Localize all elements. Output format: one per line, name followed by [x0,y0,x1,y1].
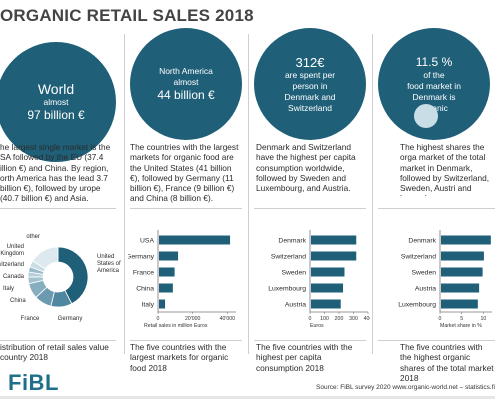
bar [159,251,179,261]
bar [159,283,173,293]
north-america-circle: North America almost 44 billion € [130,28,242,140]
bar-category-label: Denmark [408,238,436,245]
bar-category-label: France [133,270,154,277]
circle-line3: Denmark and Switzerland [284,91,336,113]
x-tick-label: 0 [309,316,312,322]
x-tick-label: 5 [460,316,463,322]
x-tick-label: 200 [335,316,344,322]
pie-label: United States of America [97,254,121,274]
divider [254,208,366,209]
bar [159,267,175,277]
x-tick-label: 0 [157,316,160,322]
panel-description: Denmark and Switzerland have the highest… [256,142,356,194]
panel-description: The highest shares the orga market of th… [400,142,490,196]
x-tick-label: 100 [320,316,329,322]
bar-category-label: Denmark [278,238,306,245]
bar [441,283,480,293]
bar-category-label: USA [140,238,154,245]
panel-note: The five countries with the largest mark… [130,342,229,373]
circle-line2: are spent per person in [284,69,336,91]
divider [254,340,366,341]
divider [378,208,495,209]
circle-line1: World [37,81,75,97]
circle-line1: 312€ [295,54,325,70]
bar-category-label: Sweden [411,270,436,277]
bar-category-label: Sweden [281,270,306,277]
bar-category-label: Austria [285,302,306,309]
bar [441,267,483,277]
x-tick-label: 0 [439,316,442,322]
divider [130,208,242,209]
bar [311,299,341,309]
x-axis-label: Retail sales in million Euros [144,323,208,329]
panel-description: The countries with the largest markets f… [130,142,239,204]
bar-chart-largest-markets: USA Germany France China Italy 0 20'000 40'000 R… [128,230,236,329]
panel-description: he largest single market is the SA follo… [0,142,111,204]
divider [130,340,242,341]
bar [159,299,166,309]
bar-category-label: Italy [142,302,155,309]
bar [311,251,357,261]
x-tick-label: 10 [480,316,486,322]
bar [441,251,484,261]
pie-label: Switzerland [0,262,24,268]
bar-category-label: Germany [128,254,155,261]
bar [159,235,231,245]
pie-label: Italy [3,286,14,292]
pie-label: United Kingdom [0,244,24,257]
source-text: Source: FiBL survey 2020 www.organic-wor… [316,384,495,391]
bar [441,299,478,309]
bar-chart-per-capita: Denmark Switzerland Sweden Luxembourg Austri… [268,230,370,329]
bar [311,267,345,277]
x-tick-label: 40'000 [220,316,236,322]
page-title: ORGANIC RETAIL SALES 2018 [0,6,254,25]
circle-line2: almost [173,76,199,87]
footer-rule [0,396,495,399]
circle-line1: 11.5 % [415,54,453,69]
fibl-logo: FiBL [8,370,59,395]
circle-line2: of the [423,69,445,80]
circle-line1: North America [159,65,213,76]
bar [441,235,491,245]
column-divider [124,34,125,354]
share-dot-icon [414,104,438,128]
world-circle: World almost 97 billion € [0,42,116,162]
x-tick-label: 20'000 [185,316,201,322]
x-axis-label: Euros [310,323,324,329]
bar-category-label: Switzerland [401,254,436,261]
circle-line2: almost [43,97,69,107]
bar [311,283,344,293]
bar-category-label: Austria [415,286,436,293]
pie-label: China [10,298,26,304]
divider [378,340,495,341]
circle-line3: 44 billion € [157,87,215,102]
pie-slice [57,246,89,305]
bar-category-label: Luxembourg [268,286,306,293]
pie-label: other [26,234,40,240]
column-divider [248,34,249,354]
bar [311,235,357,245]
circle-line3: 97 billion € [27,108,85,122]
bar-chart-market-share: Denmark Switzerland Sweden Austria Luxembour… [398,230,492,329]
x-tick-label: 300 [349,316,358,322]
divider [0,340,116,341]
pie-label: Canada [3,274,25,280]
x-axis-label: Market share in % [440,323,482,329]
per-capita-circle: 312€ are spent per person in Denmark and… [254,28,366,140]
bar-category-label: Luxembourg [398,302,436,309]
panel-note: The five countries with the highest orga… [400,342,494,383]
divider [0,208,116,209]
panel-note: The five countries with the highest per … [256,342,353,373]
bar-category-label: China [136,286,154,293]
bar-category-label: Switzerland [271,254,306,261]
pie-slice [32,246,59,270]
panel-note: istribution of retail sales value countr… [0,342,109,363]
pie-label: France [21,316,40,322]
x-tick-label: 400 [364,316,370,322]
pie-chart: United States of America Germany France China… [0,234,121,322]
pie-label: Germany [58,316,83,322]
column-divider [372,34,373,354]
